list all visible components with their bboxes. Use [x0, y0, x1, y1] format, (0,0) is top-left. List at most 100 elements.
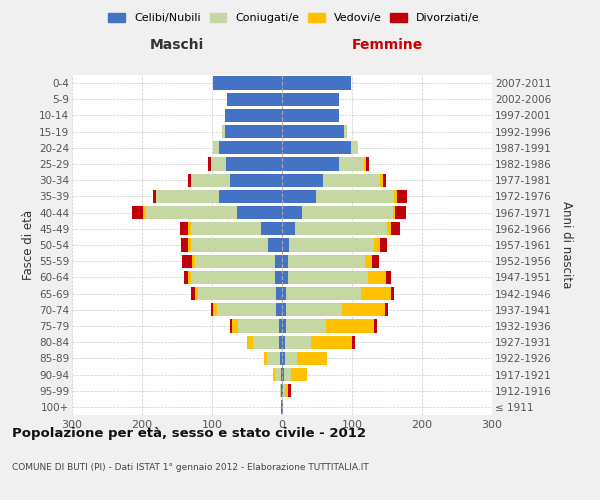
Bar	[311, 336, 352, 349]
Bar	[191, 287, 194, 300]
Bar	[282, 92, 340, 106]
Bar	[282, 125, 344, 138]
Bar	[273, 368, 275, 381]
Y-axis label: Anni di nascita: Anni di nascita	[560, 202, 573, 288]
Bar	[277, 303, 282, 316]
Bar	[198, 287, 277, 300]
Text: Femmine: Femmine	[352, 38, 422, 52]
Text: Popolazione per età, sesso e stato civile - 2012: Popolazione per età, sesso e stato civil…	[12, 428, 366, 440]
Bar	[277, 287, 282, 300]
Bar	[187, 174, 191, 187]
Bar	[361, 287, 391, 300]
Bar	[282, 222, 295, 235]
Bar	[211, 158, 226, 170]
Bar	[192, 254, 194, 268]
Bar	[340, 158, 364, 170]
Bar	[281, 384, 282, 398]
Bar	[286, 303, 341, 316]
Bar	[191, 174, 229, 187]
Bar	[285, 352, 298, 365]
Bar	[282, 400, 283, 413]
Bar	[287, 254, 365, 268]
Bar	[275, 368, 281, 381]
Bar	[146, 206, 236, 220]
Bar	[298, 352, 327, 365]
Bar	[222, 125, 224, 138]
Bar	[224, 125, 282, 138]
Bar	[229, 174, 282, 187]
Bar	[156, 190, 219, 203]
Bar	[188, 238, 191, 252]
Bar	[182, 254, 192, 268]
Bar	[364, 158, 366, 170]
Bar	[371, 254, 379, 268]
Bar	[395, 206, 406, 220]
Bar	[282, 158, 340, 170]
Bar	[281, 368, 282, 381]
Bar	[152, 190, 156, 203]
Bar	[287, 270, 368, 284]
Bar	[181, 238, 188, 252]
Bar	[143, 206, 146, 220]
Bar	[194, 287, 198, 300]
Bar	[229, 320, 232, 332]
Bar	[365, 254, 371, 268]
Bar	[214, 141, 219, 154]
Bar	[282, 238, 289, 252]
Bar	[261, 222, 282, 235]
Bar	[387, 222, 391, 235]
Bar	[232, 320, 238, 332]
Bar	[247, 336, 253, 349]
Bar	[291, 368, 307, 381]
Bar	[282, 76, 350, 90]
Bar	[264, 352, 268, 365]
Bar	[132, 206, 143, 220]
Bar	[323, 174, 380, 187]
Y-axis label: Fasce di età: Fasce di età	[22, 210, 35, 280]
Bar	[282, 174, 323, 187]
Bar	[282, 384, 283, 398]
Bar	[385, 303, 388, 316]
Bar	[380, 238, 387, 252]
Bar	[282, 206, 302, 220]
Bar	[282, 254, 287, 268]
Bar	[374, 320, 377, 332]
Bar	[238, 320, 278, 332]
Bar	[275, 270, 282, 284]
Bar	[386, 270, 391, 284]
Bar	[279, 336, 282, 349]
Bar	[374, 238, 380, 252]
Bar	[282, 270, 287, 284]
Bar	[350, 141, 358, 154]
Bar	[180, 222, 188, 235]
Bar	[282, 320, 286, 332]
Bar	[383, 174, 386, 187]
Bar	[391, 222, 400, 235]
Bar	[278, 320, 282, 332]
Bar	[282, 303, 286, 316]
Bar	[286, 320, 326, 332]
Bar	[219, 141, 282, 154]
Bar	[326, 320, 374, 332]
Bar	[397, 190, 407, 203]
Text: COMUNE DI BUTI (PI) - Dati ISTAT 1° gennaio 2012 - Elaborazione TUTTITALIA.IT: COMUNE DI BUTI (PI) - Dati ISTAT 1° genn…	[12, 462, 369, 471]
Bar	[380, 174, 383, 187]
Bar	[187, 270, 191, 284]
Bar	[392, 206, 395, 220]
Bar	[285, 384, 289, 398]
Bar	[289, 238, 374, 252]
Bar	[285, 336, 311, 349]
Bar	[282, 287, 286, 300]
Bar	[211, 303, 214, 316]
Bar	[368, 270, 386, 284]
Bar	[302, 206, 392, 220]
Bar	[394, 190, 397, 203]
Bar	[281, 400, 282, 413]
Bar	[289, 384, 291, 398]
Bar	[280, 352, 282, 365]
Bar	[295, 222, 387, 235]
Bar	[226, 158, 282, 170]
Bar	[217, 303, 277, 316]
Bar	[191, 238, 268, 252]
Bar	[283, 384, 285, 398]
